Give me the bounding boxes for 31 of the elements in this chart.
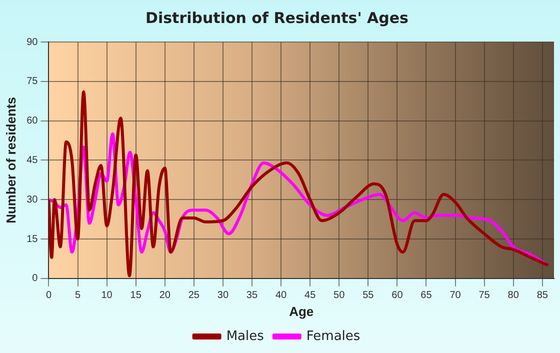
x-axis-title: Age — [289, 304, 314, 319]
x-tick-label: 60 — [392, 290, 404, 302]
x-tick-label: 80 — [508, 290, 520, 302]
legend-label: Females — [306, 328, 360, 344]
chart-title: Distribution of Residents' Ages — [146, 8, 409, 27]
x-tick-label: 0 — [46, 290, 52, 302]
x-tick-label: 35 — [246, 290, 258, 302]
x-tick-label: 85 — [536, 290, 548, 302]
x-tick-label: 55 — [362, 290, 374, 302]
x-tick-label: 70 — [450, 290, 462, 302]
x-tick-label: 25 — [188, 290, 200, 302]
x-tick-label: 15 — [130, 290, 142, 302]
y-axis-title: Number of residents — [3, 96, 18, 224]
x-tick-label: 5 — [74, 290, 81, 302]
x-tick-label: 10 — [101, 290, 113, 302]
y-tick-label: 30 — [26, 194, 38, 206]
x-tick-label: 40 — [275, 290, 288, 302]
y-tick-label: 90 — [26, 36, 38, 48]
y-tick-label: 15 — [26, 234, 38, 245]
line-series — [48, 90, 550, 278]
y-tick-label: 0 — [32, 273, 38, 284]
y-tick-label: 75 — [26, 76, 38, 88]
x-tick-label: 50 — [334, 290, 346, 302]
x-tick-label: 75 — [478, 290, 490, 302]
x-tick-label: 45 — [304, 290, 316, 302]
y-tick-label: 60 — [26, 116, 38, 127]
x-tick-label: 30 — [217, 290, 229, 302]
legend-label: Males — [226, 328, 264, 344]
y-tick-label: 45 — [26, 154, 38, 166]
x-tick-label: 65 — [420, 290, 432, 302]
x-tick-label: 20 — [159, 290, 171, 302]
